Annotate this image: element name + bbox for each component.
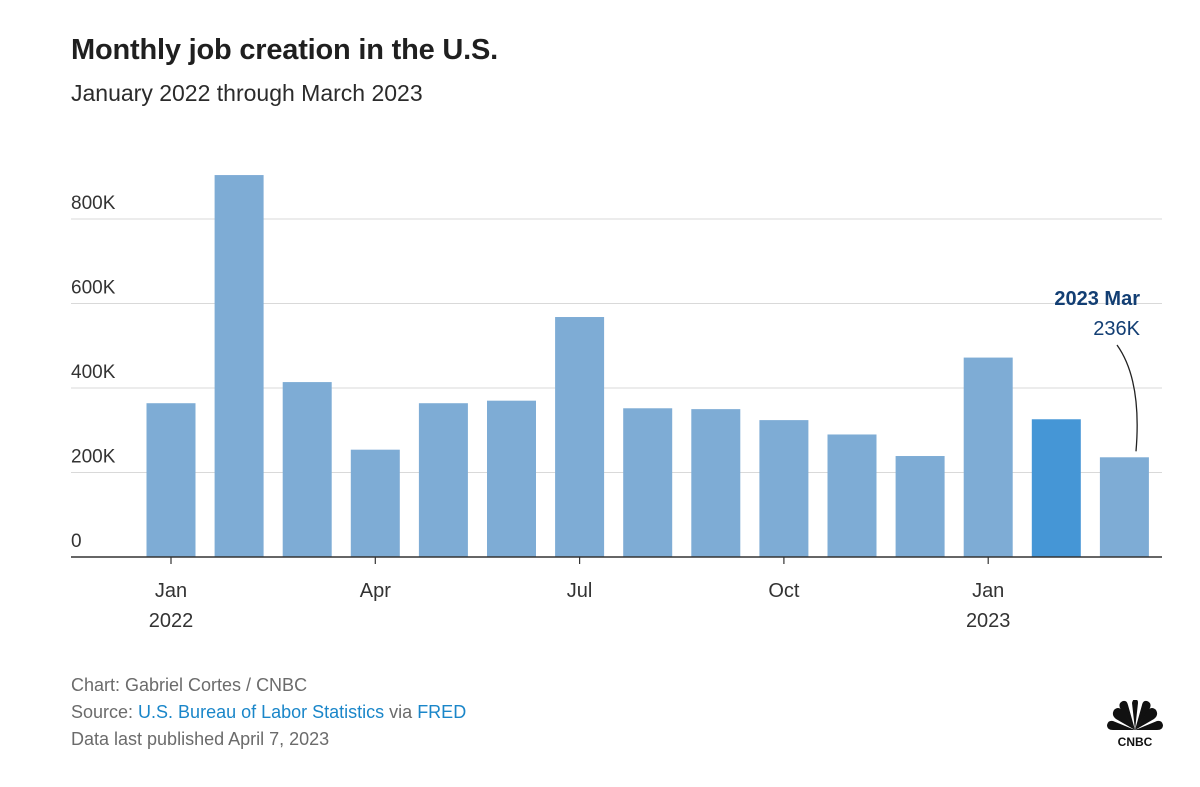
bls-source-link[interactable]: U.S. Bureau of Labor Statistics bbox=[138, 702, 385, 722]
source-prefix: Source: bbox=[71, 702, 139, 722]
bar bbox=[350, 449, 400, 557]
source-line: Source: U.S. Bureau of Labor Statistics … bbox=[71, 699, 466, 726]
source-via: via bbox=[384, 702, 418, 722]
annotation-label: 2023 Mar bbox=[1054, 288, 1140, 310]
x-tick-sublabel: 2023 bbox=[966, 610, 1011, 632]
x-tick-label: Apr bbox=[360, 580, 391, 602]
bar bbox=[146, 403, 196, 557]
fred-source-link[interactable]: FRED bbox=[417, 702, 467, 722]
bar bbox=[487, 400, 536, 557]
x-tick-label: Jan bbox=[972, 580, 1004, 602]
y-tick-label: 400K bbox=[71, 362, 116, 383]
bar bbox=[555, 317, 605, 557]
bar bbox=[214, 175, 264, 557]
peacock-logo-icon: CNBC bbox=[1107, 700, 1163, 748]
bar bbox=[1031, 419, 1081, 557]
bar bbox=[623, 408, 673, 557]
annotation-value: 236K bbox=[1093, 318, 1140, 340]
bar bbox=[963, 357, 1013, 557]
bar-chart: 0 200K 400K 600K 800K Jan 2022 Apr Jul Oct Jan 2023… bbox=[71, 175, 1162, 632]
chart-subtitle: January 2022 through March 2023 bbox=[71, 80, 423, 106]
x-tick-label: Jul bbox=[567, 580, 593, 602]
bar bbox=[827, 434, 877, 557]
bar bbox=[418, 403, 468, 557]
y-tick-label: 200K bbox=[71, 447, 116, 468]
chart-credit: Chart: Gabriel Cortes / CNBC bbox=[71, 675, 308, 695]
bar bbox=[691, 409, 741, 557]
y-tick-label: 600K bbox=[71, 278, 116, 299]
bar bbox=[759, 420, 809, 557]
x-tick-sublabel: 2022 bbox=[149, 610, 194, 632]
x-tick-label: Oct bbox=[768, 580, 800, 602]
bar bbox=[895, 456, 945, 557]
chart-title: Monthly job creation in the U.S. bbox=[71, 34, 498, 66]
y-tick-label: 800K bbox=[71, 193, 116, 214]
logo-text: CNBC bbox=[1118, 735, 1153, 748]
chart-footer: Chart: Gabriel Cortes / CNBC Source: U.S… bbox=[71, 672, 466, 753]
published-date: Data last published April 7, 2023 bbox=[71, 729, 330, 749]
annotation-leader-line bbox=[1116, 344, 1138, 452]
bar bbox=[1099, 457, 1149, 557]
bar bbox=[282, 382, 332, 557]
x-tick-label: Jan bbox=[155, 580, 187, 602]
y-tick-label: 0 bbox=[71, 531, 82, 552]
